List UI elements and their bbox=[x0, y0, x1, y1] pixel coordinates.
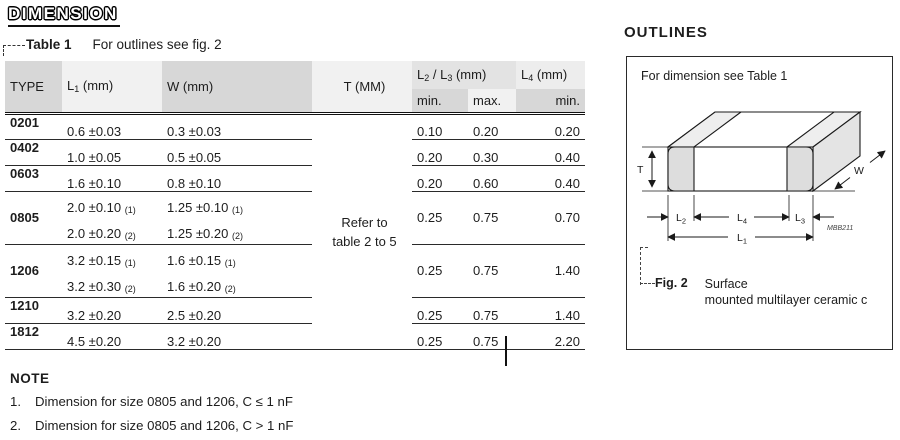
note-heading: NOTE bbox=[10, 371, 50, 386]
l1-cell: 3.2 ±0.20 bbox=[62, 297, 162, 324]
column-subheader-min: min. bbox=[412, 89, 468, 115]
type-cell: 0201 bbox=[5, 113, 62, 140]
note-number: 2. bbox=[10, 418, 21, 433]
w-cell: 0.5 ±0.05 bbox=[162, 139, 312, 166]
l4-min-cell: 1.40 bbox=[516, 244, 585, 298]
l2l3-max-cell: 0.75 bbox=[468, 297, 516, 324]
w-cell: 3.2 ±0.20 bbox=[162, 323, 312, 350]
drawing-code: MBB211 bbox=[827, 225, 853, 232]
l1-cell: 1.0 ±0.05 bbox=[62, 139, 162, 166]
w-cell: 2.5 ±0.20 bbox=[162, 297, 312, 324]
column-header-l4: L4 (mm) bbox=[516, 61, 585, 89]
column-header-t: T (MM) bbox=[312, 61, 412, 115]
stray-text-cursor-mark bbox=[505, 336, 507, 366]
left-termination-front bbox=[667, 146, 695, 192]
note-text: Dimension for size 0805 and 1206, C ≤ 1 … bbox=[35, 394, 293, 409]
type-cell: 1812 bbox=[5, 323, 62, 350]
dimension-labels: T W L2 L4 L3 L1 MBB211 bbox=[637, 164, 864, 246]
w-cell: 1.25 ±0.10 (1) 1.25 ±0.20 (2) bbox=[162, 191, 312, 245]
l2l3-min-cell: 0.25 bbox=[412, 323, 468, 350]
dim-label-l2: L2 bbox=[676, 212, 686, 226]
l2l3-min-cell: 0.25 bbox=[412, 244, 468, 298]
note-item: 2. Dimension for size 0805 and 1206, C >… bbox=[10, 418, 293, 433]
w-cell: 0.3 ±0.03 bbox=[162, 113, 312, 140]
dashed-callout-mark bbox=[640, 247, 648, 285]
l1-cell: 1.6 ±0.10 bbox=[62, 165, 162, 192]
note-number: 1. bbox=[10, 394, 21, 409]
type-cell: 0805 bbox=[5, 191, 62, 245]
dim-label-t: T bbox=[637, 164, 644, 176]
l2l3-max-cell: 0.75 bbox=[468, 323, 516, 350]
table-caption-label: Table 1 bbox=[26, 37, 72, 52]
type-cell: 0603 bbox=[5, 165, 62, 192]
type-cell: 0402 bbox=[5, 139, 62, 166]
l2l3-min-cell: 0.20 bbox=[412, 165, 468, 192]
dashed-callout-mark bbox=[640, 271, 655, 284]
dim-label-l3: L3 bbox=[795, 212, 805, 226]
outlines-figure-box: For dimension see Table 1 bbox=[626, 56, 893, 350]
table-row: 0805 2.0 ±0.10 (1) 2.0 ±0.20 (2) 1.25 ±0… bbox=[5, 191, 585, 245]
w-cell: 0.8 ±0.10 bbox=[162, 165, 312, 192]
chip-body bbox=[666, 110, 862, 193]
table-row: 0201 0.6 ±0.03 0.3 ±0.03 Refer to table 2… bbox=[5, 113, 585, 350]
dimension-lines bbox=[642, 146, 886, 241]
note-text: Dimension for size 0805 and 1206, C > 1 … bbox=[35, 418, 294, 433]
column-header-l1: L1 (mm) bbox=[62, 61, 162, 115]
w-cell: 1.6 ±0.15 (1) 1.6 ±0.20 (2) bbox=[162, 244, 312, 298]
column-subheader-max: max. bbox=[468, 89, 516, 115]
table-row: 1210 3.2 ±0.20 2.5 ±0.20 0.25 0.75 1.40 bbox=[5, 297, 585, 324]
table-row: 1206 3.2 ±0.15 (1) 3.2 ±0.30 (2) 1.6 ±0.… bbox=[5, 244, 585, 298]
l4-min-cell: 0.20 bbox=[516, 113, 585, 140]
dimension-table: TYPE L1 (mm) W (mm) T (MM) L2 / L3 (mm) … bbox=[5, 61, 585, 350]
l4-min-cell: 2.20 bbox=[516, 323, 585, 350]
figure-caption: Fig. 2 Surface mounted multilayer cerami… bbox=[655, 276, 867, 308]
l1-cell: 4.5 ±0.20 bbox=[62, 323, 162, 350]
l2l3-min-cell: 0.25 bbox=[412, 297, 468, 324]
chip-outline-drawing: T W L2 L4 L3 L1 MBB211 bbox=[637, 110, 886, 246]
dim-label-l1: L1 bbox=[737, 232, 747, 246]
type-cell: 1206 bbox=[5, 244, 62, 298]
l4-min-cell: 1.40 bbox=[516, 297, 585, 324]
l1-cell: 2.0 ±0.10 (1) 2.0 ±0.20 (2) bbox=[62, 191, 162, 245]
note-item: 1. Dimension for size 0805 and 1206, C ≤… bbox=[10, 394, 293, 409]
table-row: 0402 1.0 ±0.05 0.5 ±0.05 0.20 0.30 0.40 bbox=[5, 139, 585, 166]
dashed-callout-mark bbox=[3, 45, 25, 56]
l4-min-cell: 0.40 bbox=[516, 165, 585, 192]
right-termination-front bbox=[786, 146, 814, 192]
l2l3-max-cell: 0.75 bbox=[468, 191, 516, 245]
outlines-heading: OUTLINES bbox=[624, 24, 708, 41]
l2l3-min-cell: 0.10 bbox=[412, 113, 468, 140]
column-header-w: W (mm) bbox=[162, 61, 312, 115]
type-cell: 1210 bbox=[5, 297, 62, 324]
table-row: 1812 4.5 ±0.20 3.2 ±0.20 0.25 0.75 2.20 bbox=[5, 323, 585, 350]
page-title: DIMENSION bbox=[8, 4, 120, 27]
figure-label: Fig. 2 bbox=[655, 276, 688, 290]
dim-label-w: W bbox=[854, 165, 864, 177]
table-caption: Table 1 For outlines see fig. 2 bbox=[3, 37, 222, 56]
l2l3-min-cell: 0.25 bbox=[412, 191, 468, 245]
column-header-type: TYPE bbox=[5, 61, 62, 115]
table-row: 0603 1.6 ±0.10 0.8 ±0.10 0.20 0.60 0.40 bbox=[5, 165, 585, 192]
l2l3-max-cell: 0.60 bbox=[468, 165, 516, 192]
l1-cell: 0.6 ±0.03 bbox=[62, 113, 162, 140]
column-subheader-l4-min: min. bbox=[516, 89, 585, 115]
dim-label-l4: L4 bbox=[737, 212, 747, 226]
l4-min-cell: 0.40 bbox=[516, 139, 585, 166]
column-header-l2l3: L2 / L3 (mm) bbox=[412, 61, 516, 89]
l2l3-max-cell: 0.30 bbox=[468, 139, 516, 166]
l1-cell: 3.2 ±0.15 (1) 3.2 ±0.30 (2) bbox=[62, 244, 162, 298]
l2l3-min-cell: 0.20 bbox=[412, 139, 468, 166]
t-note-cell: Refer to table 2 to 5 bbox=[312, 113, 412, 350]
outlines-box-note: For dimension see Table 1 bbox=[641, 69, 788, 83]
table-caption-text: For outlines see fig. 2 bbox=[92, 37, 222, 52]
l2l3-max-cell: 0.75 bbox=[468, 244, 516, 298]
l4-min-cell: 0.70 bbox=[516, 191, 585, 245]
figure-caption-text: Surface mounted multilayer ceramic c bbox=[704, 277, 868, 307]
l2l3-max-cell: 0.20 bbox=[468, 113, 516, 140]
